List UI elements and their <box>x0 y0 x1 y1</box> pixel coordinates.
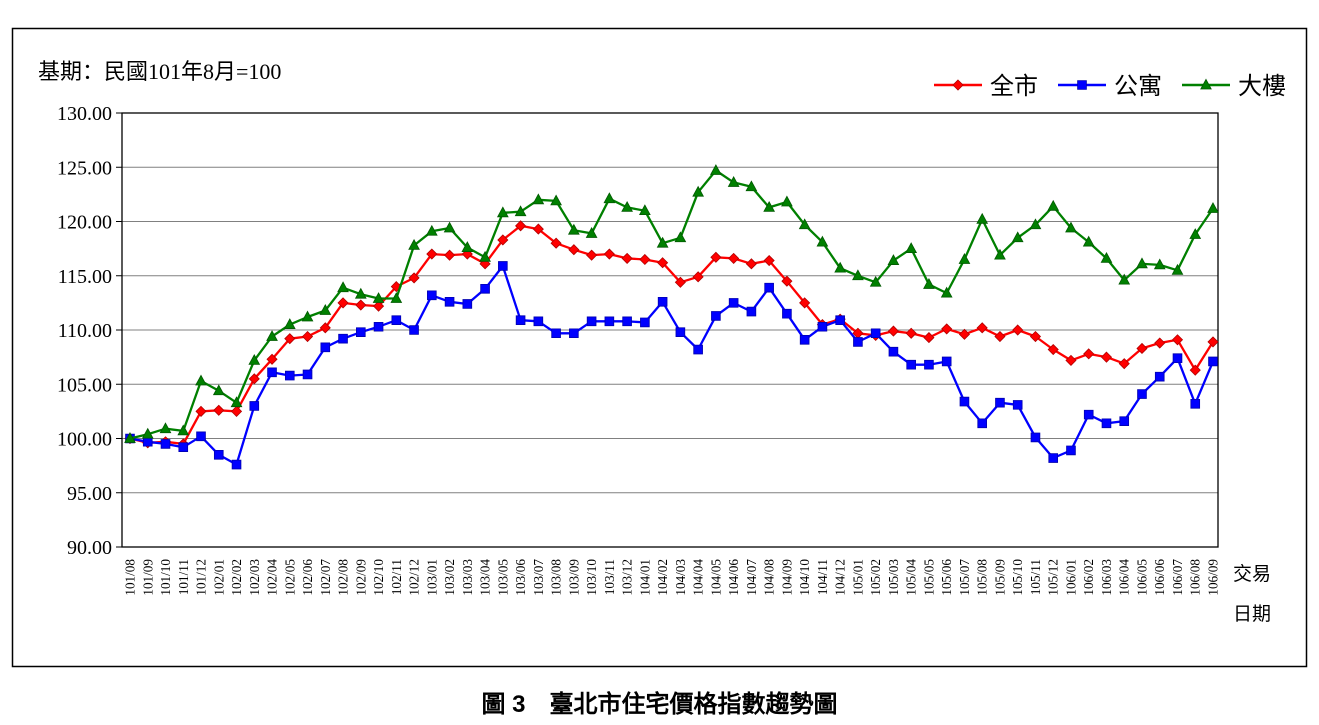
x-tick-label: 101/12 <box>194 559 209 596</box>
legend-label: 公寓 <box>1114 73 1162 100</box>
x-tick-label: 105/07 <box>957 559 972 596</box>
x-tick-label: 103/08 <box>549 559 564 596</box>
x-tick-label: 105/10 <box>1010 559 1025 596</box>
x-tick-label: 104/02 <box>655 559 670 596</box>
x-tick-label: 106/08 <box>1188 559 1203 596</box>
x-tick-label: 105/08 <box>975 559 990 596</box>
figure-border <box>11 27 1308 668</box>
y-tick-label: 120.00 <box>57 212 112 234</box>
x-tick-label: 102/04 <box>265 559 280 596</box>
x-tick-label: 104/05 <box>708 559 723 596</box>
y-tick-label: 130.00 <box>57 103 112 125</box>
x-tick-label: 102/01 <box>211 559 226 596</box>
y-axis-labels: 90.00 95.00 100.00 105.00 110.00 115.00 120.00… <box>57 103 112 559</box>
axes <box>116 112 1219 548</box>
x-tick-label: 104/11 <box>815 559 830 595</box>
series-全市 <box>124 220 1219 450</box>
x-tick-label: 106/03 <box>1099 559 1114 596</box>
x-tick-label: 104/03 <box>673 559 688 596</box>
x-tick-label: 105/12 <box>1046 559 1061 596</box>
x-tick-label: 102/11 <box>389 559 404 595</box>
y-tick-label: 105.00 <box>57 374 112 396</box>
series-大樓 <box>124 164 1219 443</box>
x-tick-label: 104/08 <box>762 559 777 596</box>
x-tick-label: 103/11 <box>602 559 617 595</box>
x-axis-unit-bottom: 日期 <box>1233 603 1271 625</box>
legend-item-大樓: 大樓 <box>1182 73 1286 100</box>
x-tick-label: 104/07 <box>744 559 759 596</box>
x-tick-label: 103/07 <box>531 559 546 596</box>
x-tick-label: 104/12 <box>833 559 848 596</box>
x-tick-label: 103/01 <box>424 559 439 596</box>
y-tick-label: 95.00 <box>67 483 112 505</box>
chart-legend: 全市 公寓 大樓 <box>934 73 1286 100</box>
x-tick-label: 103/12 <box>620 559 635 596</box>
x-tick-label: 102/08 <box>336 559 351 596</box>
x-tick-label: 103/10 <box>584 559 599 596</box>
x-tick-label: 104/04 <box>691 559 706 596</box>
legend-item-公寓: 公寓 <box>1058 73 1162 100</box>
x-tick-label: 103/03 <box>460 559 475 596</box>
x-tick-label: 104/10 <box>797 559 812 596</box>
figure-caption: 圖 3 臺北市住宅價格指數趨勢圖 <box>481 691 838 718</box>
x-tick-label: 105/05 <box>921 559 936 596</box>
x-tick-label: 105/09 <box>992 559 1007 596</box>
x-tick-label: 106/05 <box>1134 559 1149 596</box>
x-tick-label: 102/06 <box>300 559 315 596</box>
gridlines <box>122 166 1218 494</box>
legend-item-全市: 全市 <box>934 73 1038 100</box>
x-tick-label: 102/07 <box>318 559 333 596</box>
x-tick-label: 104/06 <box>726 559 741 596</box>
x-tick-label: 103/06 <box>513 559 528 596</box>
x-tick-label: 104/01 <box>637 559 652 596</box>
x-tick-label: 102/02 <box>229 559 244 596</box>
y-tick-label: 115.00 <box>58 266 112 288</box>
series-公寓 <box>125 261 1218 470</box>
x-tick-label: 105/03 <box>886 559 901 596</box>
x-tick-label: 106/04 <box>1117 559 1132 596</box>
price-index-chart: 基期：民國101年8月=100 交易 日期 90.00 95.00 100.00 10… <box>11 27 1308 668</box>
x-tick-label: 104/09 <box>779 559 794 596</box>
x-axis-labels: 101/08 101/09 101/10 101/11 101/12 102/01 102/… <box>123 559 1221 596</box>
legend-label: 大樓 <box>1238 73 1286 100</box>
x-tick-label: 106/07 <box>1170 559 1185 596</box>
x-tick-label: 102/05 <box>282 559 297 596</box>
x-tick-label: 105/02 <box>868 559 883 596</box>
x-tick-label: 101/08 <box>123 559 138 596</box>
x-tick-label: 106/02 <box>1081 559 1096 596</box>
y-tick-label: 110.00 <box>58 320 112 342</box>
x-tick-label: 103/02 <box>442 559 457 596</box>
base-period-note: 基期：民國101年8月=100 <box>38 59 281 84</box>
x-tick-label: 103/05 <box>495 559 510 596</box>
x-tick-label: 105/01 <box>850 559 865 596</box>
x-tick-label: 101/10 <box>158 559 173 596</box>
x-tick-label: 102/03 <box>247 559 262 596</box>
x-tick-label: 102/09 <box>353 559 368 596</box>
x-tick-label: 102/12 <box>407 559 422 596</box>
x-tick-label: 101/09 <box>140 559 155 596</box>
x-tick-label: 106/09 <box>1206 559 1221 596</box>
x-tick-label: 106/01 <box>1063 559 1078 596</box>
x-tick-label: 105/06 <box>939 559 954 596</box>
x-tick-label: 105/11 <box>1028 559 1043 595</box>
x-tick-label: 103/04 <box>478 559 493 596</box>
y-tick-label: 90.00 <box>67 537 112 559</box>
x-tick-label: 102/10 <box>371 559 386 596</box>
y-tick-label: 125.00 <box>57 157 112 179</box>
x-tick-label: 101/11 <box>176 559 191 595</box>
data-series <box>124 164 1219 470</box>
x-tick-label: 105/04 <box>904 559 919 596</box>
x-tick-label: 106/06 <box>1152 559 1167 596</box>
x-axis-unit-top: 交易 <box>1233 563 1271 585</box>
y-tick-label: 100.00 <box>57 429 112 451</box>
x-tick-label: 103/09 <box>566 559 581 596</box>
legend-label: 全市 <box>990 73 1038 100</box>
